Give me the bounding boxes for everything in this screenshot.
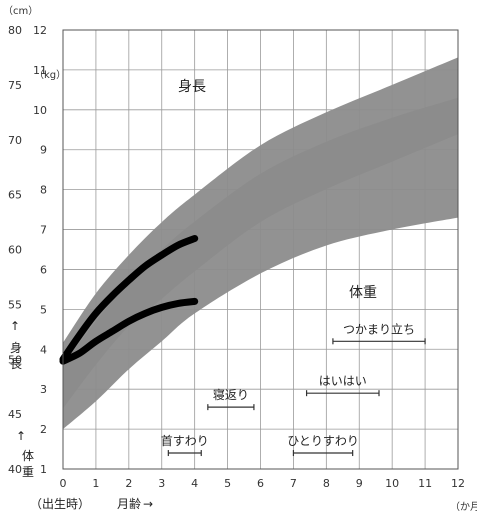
weight-band-label: 体重 bbox=[349, 285, 377, 301]
x-tick-label: 7 bbox=[290, 477, 297, 490]
weight-tick-label: 7 bbox=[40, 224, 47, 237]
x-tick-label: 11 bbox=[418, 477, 432, 490]
milestone-label: 首すわり bbox=[161, 434, 209, 448]
x-axis-arrow: → bbox=[143, 497, 153, 511]
height-tick-label: 75 bbox=[8, 79, 22, 92]
x-tick-label: 8 bbox=[323, 477, 330, 490]
height-tick-label: 60 bbox=[8, 244, 22, 257]
milestone-label: はいはい bbox=[319, 374, 367, 388]
weight-tick-label: 9 bbox=[40, 144, 47, 157]
plot-frame bbox=[62, 29, 459, 470]
height-tick-label: 45 bbox=[8, 408, 22, 421]
x-tick-label: 9 bbox=[356, 477, 363, 490]
x-tick-label: 3 bbox=[158, 477, 165, 490]
growth-bands bbox=[63, 57, 458, 430]
height-tick-label: 40 bbox=[8, 463, 22, 476]
weight-axis-arrow: ↑ bbox=[16, 429, 26, 443]
weight-tick-label: 2 bbox=[40, 423, 47, 436]
x-axis-sublabel: （出生時） bbox=[30, 497, 90, 511]
weight-tick-label: 10 bbox=[33, 104, 47, 117]
weight-axis-label-1: 体 bbox=[22, 449, 34, 463]
height-tick-label: 65 bbox=[8, 189, 22, 202]
weight-tick-label: 1 bbox=[40, 463, 47, 476]
height-tick-label: 55 bbox=[8, 298, 22, 311]
band-weight bbox=[63, 97, 458, 430]
x-tick-label: 2 bbox=[125, 477, 132, 490]
x-tick-label: 0 bbox=[60, 477, 67, 490]
weight-tick-label: 12 bbox=[33, 24, 47, 37]
height-tick-label: 70 bbox=[8, 134, 22, 147]
x-tick-label: 10 bbox=[385, 477, 399, 490]
child-line-height bbox=[59, 235, 199, 363]
height-band-label: 身長 bbox=[178, 79, 206, 95]
weight-axis-label-2: 重 bbox=[22, 465, 34, 479]
height-axis-unit: （cm） bbox=[3, 5, 38, 17]
height-tick-label: 80 bbox=[8, 24, 22, 37]
milestone: ひとりすわり bbox=[287, 434, 359, 457]
child-line-weight bbox=[59, 297, 199, 365]
plot-border bbox=[62, 29, 459, 470]
weight-tick-label: 11 bbox=[33, 64, 47, 77]
weight-tick-label: 6 bbox=[40, 263, 47, 276]
x-tick-label: 5 bbox=[224, 477, 231, 490]
x-axis-label: 月齢 bbox=[117, 496, 141, 511]
milestone: 寝返り bbox=[207, 387, 255, 411]
x-tick-label: 1 bbox=[92, 477, 99, 490]
milestone-label: ひとりすわり bbox=[287, 434, 359, 448]
weight-tick-label: 5 bbox=[40, 303, 47, 316]
milestone: はいはい bbox=[305, 374, 380, 397]
height-axis-arrow: ↑ bbox=[10, 319, 20, 333]
milestone: つかまり立ち bbox=[332, 321, 426, 345]
x-tick-label: 4 bbox=[191, 477, 198, 490]
child-growth-lines bbox=[59, 235, 199, 365]
height-axis-label-1: 身 bbox=[10, 340, 22, 355]
milestone-label: 寝返り bbox=[213, 387, 249, 402]
milestone: 首すわり bbox=[161, 434, 209, 457]
x-axis-unit: （か月） bbox=[450, 501, 477, 513]
weight-tick-label: 8 bbox=[40, 184, 47, 197]
x-tick-label: 6 bbox=[257, 477, 264, 490]
weight-tick-label: 3 bbox=[40, 383, 47, 396]
weight-axis-unit: （kg） bbox=[34, 69, 66, 81]
height-tick-label: 50 bbox=[8, 353, 22, 366]
height-axis-label-2: 長 bbox=[10, 357, 22, 371]
milestone-label: つかまり立ち bbox=[343, 321, 415, 336]
tick-labels: 0 1 2 3 4 5 6 7 8 9 10 11 12404550556065707580123456… bbox=[8, 24, 465, 490]
weight-tick-label: 4 bbox=[40, 343, 47, 356]
x-tick-label: 12 bbox=[451, 477, 465, 490]
